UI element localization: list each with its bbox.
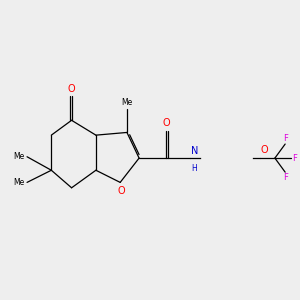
Text: O: O — [118, 186, 125, 196]
Text: N: N — [191, 146, 198, 156]
Text: O: O — [261, 146, 268, 155]
Text: O: O — [68, 84, 75, 94]
Text: Me: Me — [14, 178, 25, 187]
Text: Me: Me — [121, 98, 133, 107]
Text: O: O — [162, 118, 170, 128]
Text: F: F — [283, 134, 288, 143]
Bar — [201, 127, 253, 186]
Text: Me: Me — [14, 152, 25, 161]
Text: F: F — [292, 154, 297, 163]
Text: H: H — [191, 164, 197, 173]
Text: F: F — [283, 173, 288, 182]
